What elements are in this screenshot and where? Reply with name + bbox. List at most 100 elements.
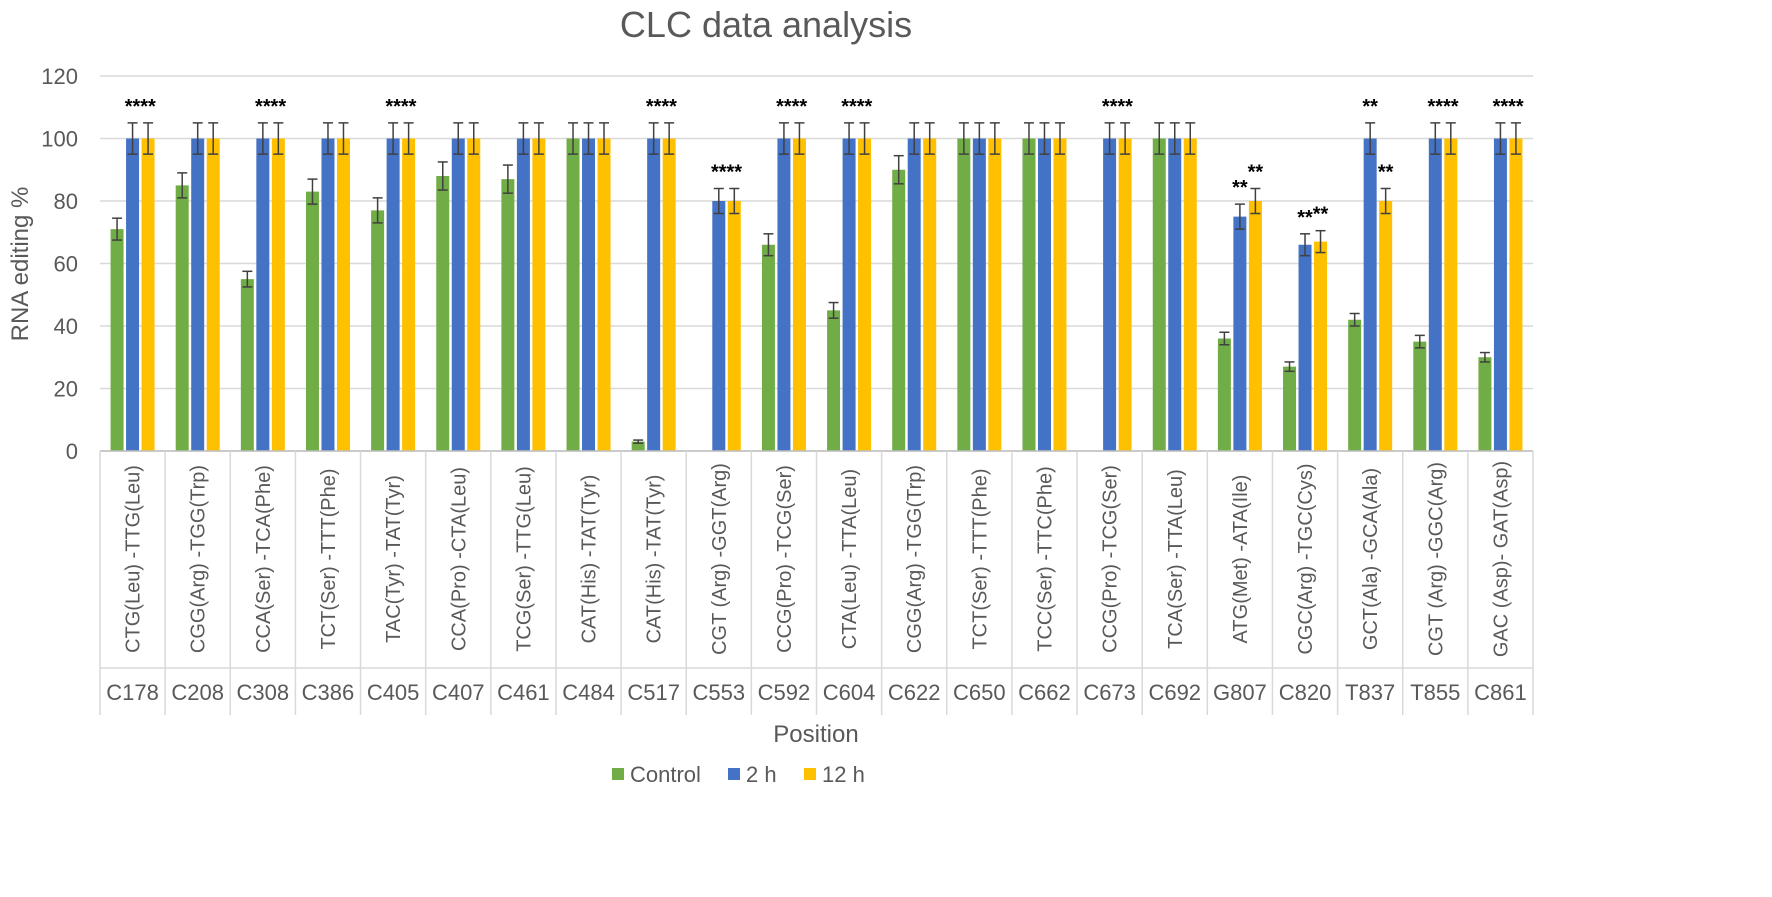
significance-star: ** (776, 96, 792, 118)
error-bar (583, 122, 594, 155)
error-bar (1039, 122, 1050, 155)
error-bar (403, 122, 414, 155)
error-bar (1185, 122, 1196, 155)
codon-label: TAC(Tyr) -TAT(Tyr) (383, 475, 405, 643)
error-bar (974, 122, 985, 155)
bar-12-h (1118, 138, 1132, 451)
bar-12-h (1509, 138, 1523, 451)
legend-swatch (728, 768, 740, 780)
codon-label: CAT(His) -TAT(Tyr) (644, 475, 666, 644)
error-bar (713, 187, 724, 215)
bar-control (631, 441, 645, 451)
legend-item: 2 h (728, 762, 777, 787)
legend-label: 2 h (746, 762, 777, 787)
bar-control (501, 179, 515, 451)
error-bar (388, 122, 399, 155)
error-bar (599, 122, 610, 155)
bar-12-h (923, 138, 937, 451)
bar-control (110, 229, 124, 451)
bar-12-h (141, 138, 155, 451)
codon-label: CCG(Pro) -TCG(Ser) (1100, 465, 1122, 653)
bar-12-h (662, 138, 676, 451)
codon-label: CGG(Arg) -TGG(Trp) (188, 465, 210, 653)
y-tick-label: 120 (41, 64, 78, 89)
error-bar (242, 270, 253, 288)
bar-2-h (1168, 138, 1182, 451)
error-bar (1104, 122, 1115, 155)
error-bar (958, 122, 969, 155)
bar-12-h (1379, 201, 1393, 451)
bar-control (1022, 138, 1036, 451)
error-bar (909, 122, 920, 155)
error-bar (648, 122, 659, 155)
bar-2-h (1428, 138, 1442, 451)
position-label: C604 (823, 680, 876, 705)
codon-label: TCG(Ser) -TTG(Leu) (513, 466, 535, 652)
bar-control (827, 310, 841, 451)
significance-star: ** (792, 96, 808, 118)
position-label: C308 (237, 680, 290, 705)
significance-star: ** (711, 162, 727, 184)
y-axis-label: RNA editing % (7, 187, 34, 342)
error-bar (763, 233, 774, 257)
bar-2-h (777, 138, 791, 451)
bar-2-h (1493, 138, 1507, 451)
error-bar (338, 122, 349, 155)
bar-control (761, 244, 775, 451)
legend-swatch (612, 768, 624, 780)
significance-star: ** (1493, 96, 1509, 118)
error-bar (192, 122, 203, 155)
legend-label: Control (630, 762, 701, 787)
codon-label: CGT (Arg) -GGT(Arg) (709, 463, 731, 655)
y-tick-label: 80 (54, 189, 78, 214)
error-bar (372, 197, 383, 224)
bar-12-h (271, 138, 285, 451)
y-tick-label: 100 (41, 127, 78, 152)
bars (110, 138, 1523, 451)
position-label: C673 (1083, 680, 1136, 705)
error-bar (1510, 122, 1521, 155)
bar-12-h (532, 138, 546, 451)
error-bar (208, 122, 219, 155)
significance-star: ** (140, 96, 156, 118)
error-bar (1054, 122, 1065, 155)
y-axis-ticks: 0 20 40 60 80 100 120 (41, 64, 78, 464)
error-bar (1169, 122, 1180, 155)
error-bar (989, 122, 1000, 155)
significance-star: ** (727, 162, 743, 184)
bar-12-h (1053, 138, 1067, 451)
error-bar (778, 122, 789, 155)
codon-label: TCT(Ser) -TTT(Phe) (969, 468, 991, 649)
bar-control (892, 169, 906, 451)
position-label: C820 (1279, 680, 1332, 705)
error-bar (518, 122, 529, 155)
error-bar (1349, 312, 1360, 327)
bar-control (1478, 357, 1492, 451)
significance-star: ** (255, 96, 271, 118)
codon-label: GCT(Ala) -GCA(Ala) (1360, 468, 1382, 650)
position-label: C662 (1018, 680, 1071, 705)
legend-swatch (804, 768, 816, 780)
position-label: C692 (1148, 680, 1201, 705)
error-bar (1023, 122, 1034, 155)
significance-star: ** (125, 96, 141, 118)
position-label: C517 (627, 680, 680, 705)
legend-label: 12 h (822, 762, 865, 787)
bar-12-h (206, 138, 220, 451)
bar-2-h (516, 138, 530, 451)
codon-label: CGG(Arg) -TGG(Trp) (904, 465, 926, 653)
y-tick-label: 60 (54, 252, 78, 277)
bar-12-h (1248, 201, 1262, 451)
bar-2-h (321, 138, 335, 451)
legend-item: 12 h (804, 762, 865, 787)
position-label: C622 (888, 680, 941, 705)
error-bar (924, 122, 935, 155)
bar-control (240, 279, 254, 451)
error-bar (453, 122, 464, 155)
codon-label: GAC (Asp)- GAT(Asp) (1490, 461, 1512, 657)
bar-12-h (1183, 138, 1197, 451)
bar-2-h (386, 138, 400, 451)
error-bar (633, 439, 644, 444)
bar-12-h (1314, 241, 1328, 451)
error-bar (468, 122, 479, 155)
